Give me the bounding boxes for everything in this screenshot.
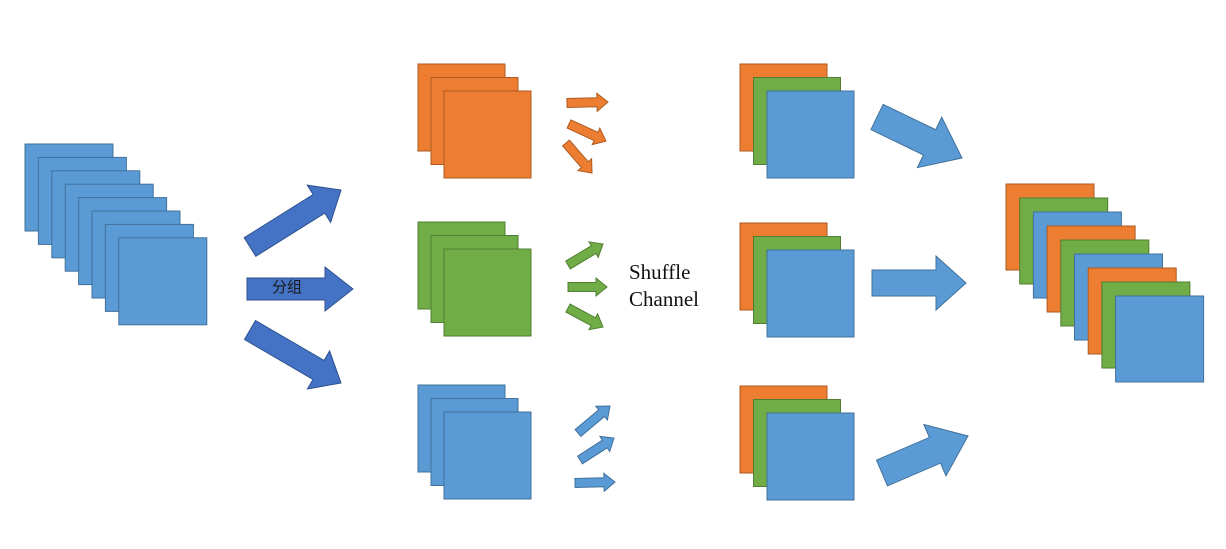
- shuffled-group-2: [739, 222, 855, 338]
- shuffled-group-3: [739, 385, 855, 501]
- merge-arrow-middle: [871, 254, 967, 312]
- input-channel-stack: [24, 143, 208, 326]
- shuffle-arrow-orange-1: [566, 92, 609, 113]
- split-arrow-up: [243, 184, 342, 257]
- shuffle-arrow-blue-1: [574, 405, 611, 438]
- shuffle-arrow-green-3: [565, 303, 604, 331]
- channel-square: [118, 237, 208, 326]
- shuffle-label-line-1: Shuffle: [629, 260, 691, 284]
- shuffle-arrow-blue-3: [574, 472, 616, 493]
- shuffle-arrow-blue-2: [576, 435, 615, 465]
- channel-square: [766, 412, 855, 501]
- channel-square: [443, 411, 532, 500]
- shuffle-channel-label: Shuffle Channel: [629, 259, 699, 313]
- channel-square: [443, 248, 532, 337]
- arrows-layer: [243, 92, 969, 493]
- merge-arrow-bottom: [875, 423, 969, 487]
- split-arrow-middle: [246, 265, 354, 313]
- channel-square: [1115, 295, 1205, 383]
- split-arrow-down: [243, 319, 342, 390]
- output-channel-stack: [1005, 183, 1205, 383]
- shuffle-arrow-green-2: [567, 276, 608, 298]
- shuffle-arrow-green-1: [565, 241, 604, 270]
- blue-group: [417, 384, 532, 500]
- orange-group: [417, 63, 532, 179]
- channel-square: [766, 90, 855, 179]
- shuffle-label-line-2: Channel: [629, 287, 699, 311]
- merge-arrow-top: [870, 103, 963, 169]
- channel-square: [766, 249, 855, 338]
- shuffled-group-1: [739, 63, 855, 179]
- shuffle-arrow-orange-3: [561, 139, 593, 174]
- shuffle-arrow-orange-2: [566, 119, 607, 146]
- channel-square: [443, 90, 532, 179]
- stacks-layer: [24, 63, 1205, 501]
- group-label: 分组: [272, 278, 303, 296]
- green-group: [417, 221, 532, 337]
